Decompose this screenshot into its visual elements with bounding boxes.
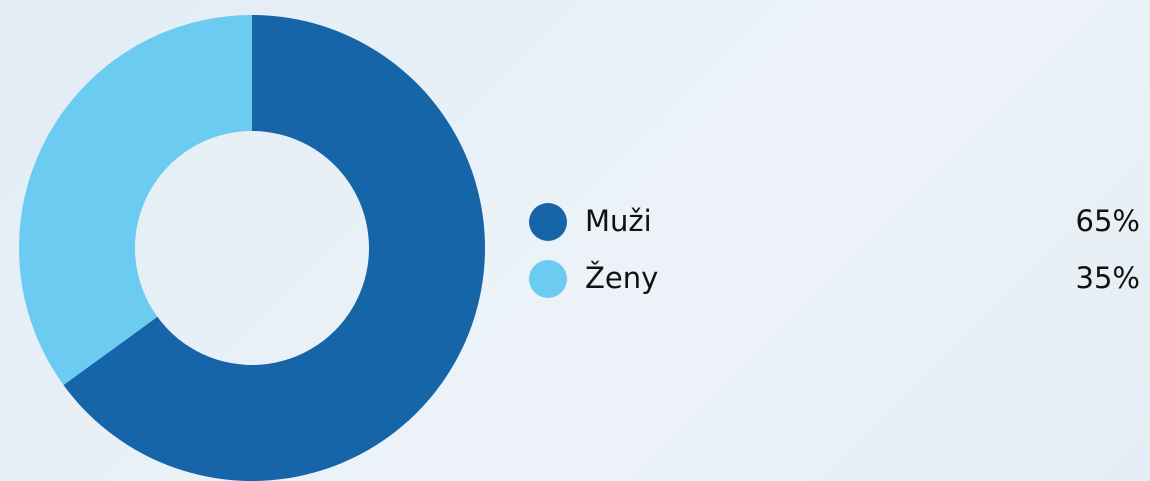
donut-segment [63,15,486,481]
legend-swatch [529,260,567,298]
legend-swatch [529,203,567,241]
legend-label: Muži [585,204,652,238]
legend-value: 65% [1076,204,1140,238]
donut-segment [19,15,253,385]
legend-label: Ženy [585,261,658,295]
legend-value: 35% [1076,261,1140,295]
